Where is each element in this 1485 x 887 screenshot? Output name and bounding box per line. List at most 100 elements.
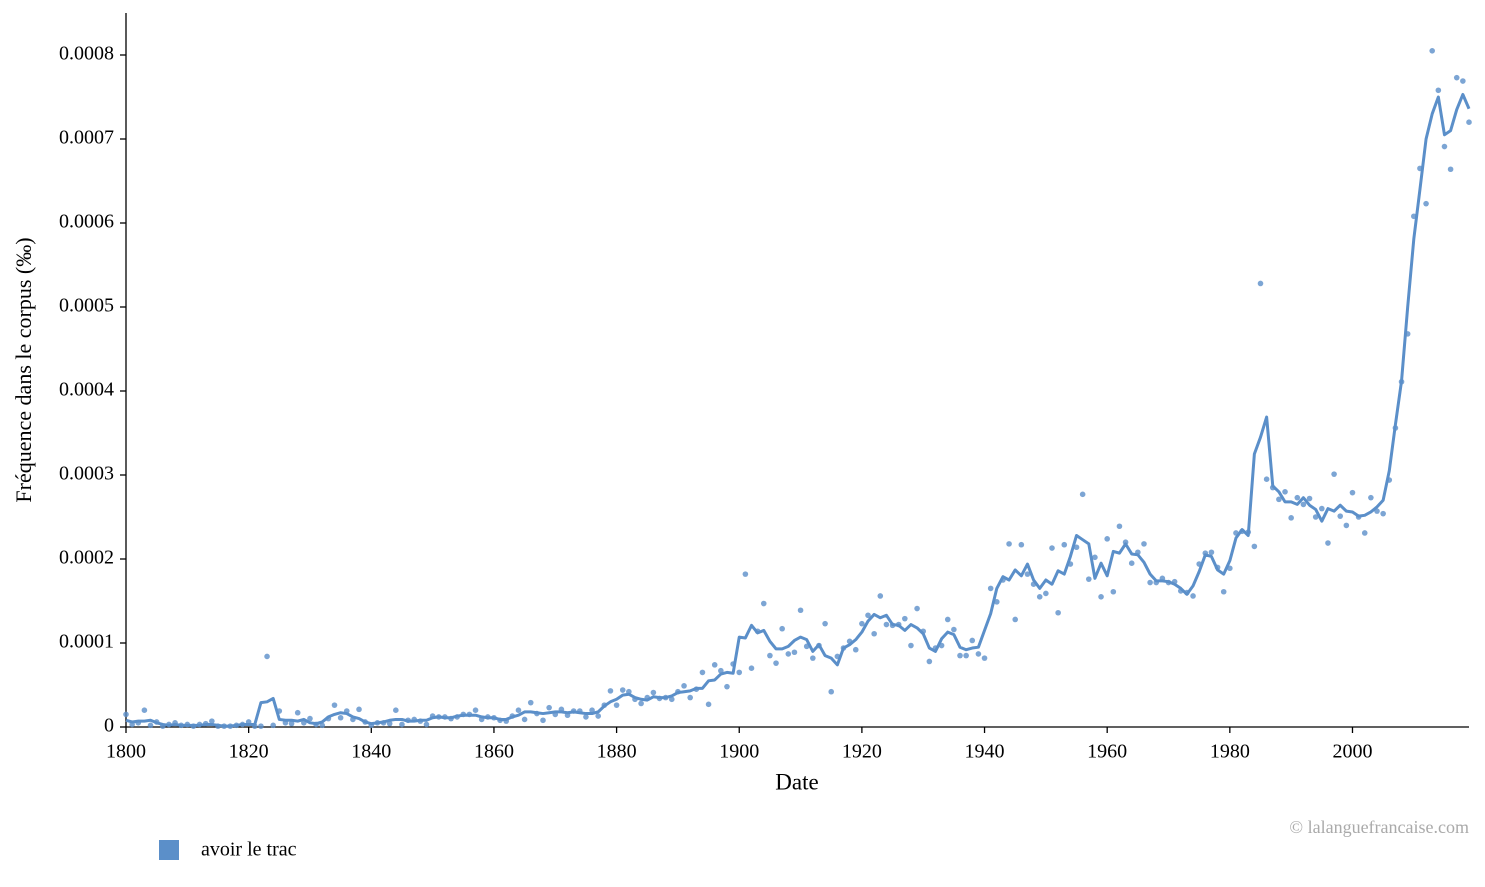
data-point [583, 714, 589, 720]
data-point [668, 696, 675, 703]
y-tick-label: 0.0004 [59, 379, 114, 401]
data-point [264, 653, 270, 660]
data-point [822, 620, 828, 627]
y-tick-label: 0.0001 [59, 631, 114, 653]
data-point [699, 669, 706, 676]
data-point [871, 630, 877, 637]
y-tick-label: 0.0005 [59, 295, 114, 317]
y-tick-label: 0.0008 [59, 43, 114, 65]
data-point [1190, 593, 1196, 599]
data-point [1208, 549, 1215, 556]
x-tick-label: 1840 [351, 741, 391, 763]
data-point [1312, 514, 1319, 520]
data-point [718, 667, 724, 674]
data-point [724, 683, 730, 690]
data-point [319, 722, 326, 729]
x-axis-label: Date [775, 769, 818, 794]
data-point [650, 689, 657, 696]
data-point [1055, 609, 1061, 616]
data-point [742, 571, 749, 577]
data-point [785, 651, 792, 657]
data-point [1276, 496, 1282, 503]
x-tick-label: 1820 [229, 741, 269, 763]
data-point [748, 665, 755, 671]
data-point [914, 605, 920, 612]
data-point [987, 585, 994, 592]
data-point [1319, 505, 1325, 512]
data-point [1288, 515, 1294, 521]
data-point [687, 694, 693, 701]
data-point [393, 707, 399, 713]
x-tick-label: 1920 [842, 741, 882, 763]
data-point [908, 642, 914, 649]
data-point [859, 620, 865, 627]
legend-swatch [159, 840, 179, 860]
data-point [399, 721, 405, 728]
data-point [975, 651, 982, 657]
data-point [423, 721, 430, 728]
data-point [681, 683, 687, 689]
data-point [123, 711, 129, 718]
data-point [619, 687, 626, 693]
data-point [1043, 590, 1049, 597]
data-point [1012, 616, 1019, 623]
data-point [1036, 594, 1043, 600]
data-point [1460, 78, 1466, 84]
data-point [270, 722, 276, 729]
data-point [865, 612, 871, 619]
data-point [1300, 501, 1307, 508]
data-point [760, 600, 767, 607]
data-point [1447, 166, 1454, 173]
data-point [883, 621, 890, 628]
data-point [1429, 48, 1436, 54]
data-point [1263, 476, 1270, 483]
y-tick-label: 0.0006 [59, 211, 114, 233]
data-point [515, 707, 522, 713]
data-point [1380, 510, 1386, 517]
x-tick-label: 1940 [965, 741, 1005, 763]
data-point [1073, 544, 1080, 551]
data-point [1141, 541, 1147, 547]
data-point [1361, 530, 1368, 536]
data-point [1423, 200, 1429, 207]
data-point [969, 637, 976, 644]
data-point [607, 688, 614, 694]
data-point [1024, 571, 1031, 577]
data-point [779, 625, 785, 632]
data-point [1441, 143, 1448, 150]
data-point [258, 723, 264, 729]
data-point [1306, 495, 1313, 502]
data-point [527, 699, 534, 706]
data-point [1116, 523, 1123, 530]
data-point [589, 707, 595, 713]
data-point [810, 655, 816, 661]
x-tick-label: 2000 [1332, 741, 1372, 763]
data-point [386, 720, 393, 727]
data-point [472, 707, 479, 713]
data-point [944, 616, 951, 623]
data-point [307, 715, 313, 722]
x-tick-label: 1980 [1210, 741, 1250, 763]
data-point [1251, 543, 1258, 550]
data-point [963, 652, 969, 659]
data-point [1220, 588, 1227, 595]
data-point [902, 615, 908, 622]
x-tick-label: 1960 [1087, 741, 1127, 763]
data-point [711, 662, 718, 668]
data-point [1368, 494, 1374, 501]
data-point [1453, 74, 1460, 81]
data-point [1085, 576, 1092, 582]
data-point [638, 700, 644, 707]
data-point [288, 720, 295, 727]
y-tick-label: 0.0002 [59, 547, 114, 569]
data-point [613, 702, 620, 708]
data-point [356, 706, 362, 713]
data-point [852, 646, 859, 653]
data-point [736, 669, 743, 676]
data-point [1282, 489, 1288, 495]
x-tick-label: 1800 [106, 741, 146, 763]
x-tick-label: 1860 [474, 741, 514, 763]
credit: © lalanguefrancaise.com [1289, 817, 1469, 837]
data-point [877, 593, 884, 599]
